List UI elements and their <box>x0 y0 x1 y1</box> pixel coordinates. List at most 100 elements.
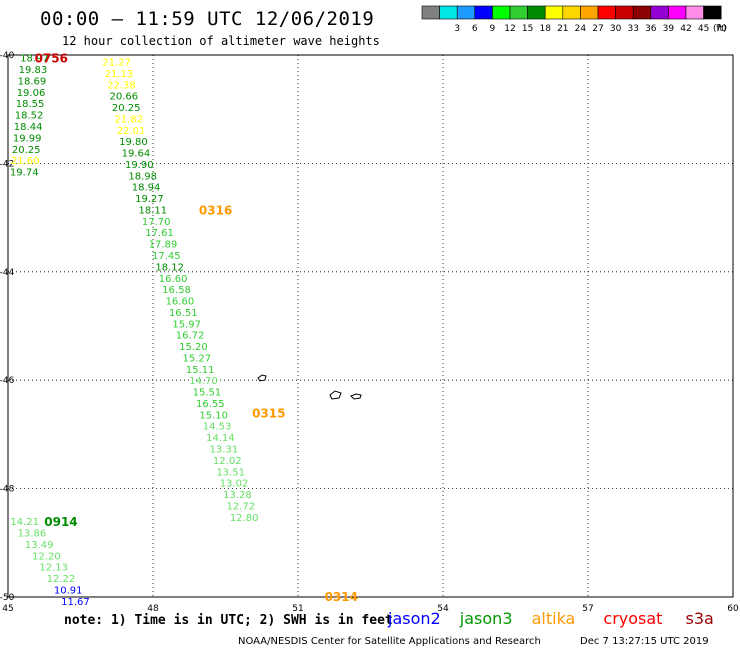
swh-value-label: 14.21 <box>10 517 39 528</box>
colorbar-swatch <box>685 5 704 20</box>
axis-ticks: 45 48 51 54 57 60 -40 -42 -44 -46 -48 -50 <box>0 51 739 614</box>
colorbar-swatch <box>421 5 440 20</box>
swh-value-label: 16.60 <box>159 274 188 285</box>
x-tick-label: 54 <box>437 604 449 614</box>
swh-value-label: 12.80 <box>230 513 259 524</box>
colorbar-swatch <box>668 5 687 20</box>
swh-value-label: 18.98 <box>128 171 157 182</box>
x-tick-label: 45 <box>2 604 13 614</box>
swh-value-label: 22.38 <box>107 80 136 91</box>
colorbar-tick-label: 33 <box>627 24 638 34</box>
swh-value-label: 12.02 <box>213 456 242 467</box>
swh-value-label: 15.20 <box>179 342 208 353</box>
swh-value-label: 13.51 <box>216 467 245 478</box>
swh-value-label: 14.14 <box>206 433 235 444</box>
colorbar-tick-label: 42 <box>680 24 691 34</box>
swh-value-label: 19.27 <box>135 194 164 205</box>
pass-time-label: 0914 <box>44 515 77 529</box>
colorbar-swatch <box>650 5 669 20</box>
swh-value-label: 18.55 <box>16 99 45 110</box>
swh-value-label: 12.72 <box>226 501 255 512</box>
footer-credit: NOAA/NESDIS Center for Satellite Applica… <box>238 636 541 647</box>
swh-value-label: 18.11 <box>139 205 168 216</box>
y-tick-label: -48 <box>0 485 15 495</box>
grid-lines <box>8 55 733 597</box>
swh-value-label: 18.44 <box>14 122 43 133</box>
y-tick-label: -42 <box>0 159 14 169</box>
colorbar-tick-label: 39 <box>663 24 675 34</box>
swh-value-label: 15.51 <box>193 388 222 399</box>
colorbar-swatch <box>632 5 652 20</box>
swh-value-label: 15.97 <box>172 319 201 330</box>
swh-value-label: 16.72 <box>176 331 205 342</box>
swh-value-label: 18.12 <box>155 262 184 273</box>
swh-value-label: 16.58 <box>162 285 191 296</box>
swh-value-label: 20.25 <box>112 103 141 114</box>
colorbar-swatch <box>562 5 581 20</box>
colorbar-swatch <box>439 5 458 20</box>
mission-label: jason3 <box>459 609 513 628</box>
swh-value-label: 18.94 <box>132 183 161 194</box>
colorbar-swatch <box>544 5 564 20</box>
pass-time-label: 0315 <box>252 407 285 421</box>
pass-time-label: 0314 <box>325 590 358 604</box>
island-outlines <box>257 374 362 400</box>
colorbar-swatch <box>703 5 722 20</box>
chart-subtitle: 12 hour collection of altimeter wave hei… <box>62 34 380 48</box>
colorbar-tick-label: 45 <box>698 24 709 34</box>
plot-frame <box>7 54 734 598</box>
pass-time-labels: 0756 0316 0315 0914 0314 <box>35 52 358 604</box>
colorbar-swatch <box>527 5 546 20</box>
x-tick-label: 60 <box>727 604 739 614</box>
swh-value-label: 20.25 <box>12 145 41 156</box>
swh-value-label: 15.11 <box>186 365 215 376</box>
swh-value-label: 19.06 <box>17 88 46 99</box>
colorbar-legend: 3 6 9 12 15 18 21 24 27 30 33 36 39 42 45 70 <box>421 5 727 34</box>
colorbar-tick-label: 9 <box>490 24 496 34</box>
mission-label: altika <box>532 609 576 628</box>
x-tick-label: 48 <box>147 604 159 614</box>
mission-legend: jason2 jason3 altika cryosat s3a <box>387 609 714 628</box>
colorbar-swatch <box>492 5 511 20</box>
y-tick-label: -44 <box>0 268 15 278</box>
swh-value-label: 21.13 <box>105 69 134 80</box>
swh-value-label: 17.89 <box>149 240 178 251</box>
swh-value-label: 19.83 <box>19 65 48 76</box>
colorbar-tick-label: 18 <box>539 24 551 34</box>
y-tick-label: -46 <box>0 376 15 386</box>
colorbar-tick-label: 3 <box>454 24 460 34</box>
mission-label: jason2 <box>387 609 441 628</box>
colorbar-swatch <box>456 5 476 20</box>
swh-value-label: 12.22 <box>47 574 76 585</box>
colorbar-tick-label: 12 <box>504 24 515 34</box>
swh-value-label: 20.66 <box>110 92 139 103</box>
swh-value-label: 10.91 <box>54 585 83 596</box>
colorbar-tick-label: 21 <box>557 24 568 34</box>
swh-value-label: 17.61 <box>145 228 174 239</box>
swh-value-label: 18.52 <box>15 111 44 122</box>
colorbar-swatch <box>509 5 528 20</box>
footer-note: note: 1) Time is in UTC; 2) SWH is in fe… <box>64 613 393 628</box>
swh-value-label: 13.49 <box>25 540 54 551</box>
y-tick-label: -50 <box>0 593 15 603</box>
swh-value-label: 19.90 <box>125 160 154 171</box>
colorbar-swatch <box>474 5 493 20</box>
swh-value-label: 14.53 <box>203 422 232 433</box>
swh-value-label: 12.13 <box>39 563 68 574</box>
swh-value-label: 13.28 <box>223 490 252 501</box>
colorbar-tick-label: 30 <box>610 24 622 34</box>
swh-value-label: 18.69 <box>18 76 47 87</box>
swh-value-label: 14.70 <box>189 376 218 387</box>
swh-value-label: 13.31 <box>210 444 239 455</box>
x-tick-label: 51 <box>292 604 303 614</box>
colorbar-unit: (ft) <box>713 24 727 34</box>
swh-value-label: 16.51 <box>169 308 198 319</box>
colorbar-tick-label: 70 <box>715 24 727 34</box>
swh-value-label: 21.60 <box>11 156 40 167</box>
island-shape <box>329 390 342 400</box>
colorbar-swatch <box>597 5 616 20</box>
pass-time-label: 0316 <box>199 203 232 217</box>
colorbar-tick-label: 36 <box>645 24 657 34</box>
island-shape <box>350 393 362 400</box>
